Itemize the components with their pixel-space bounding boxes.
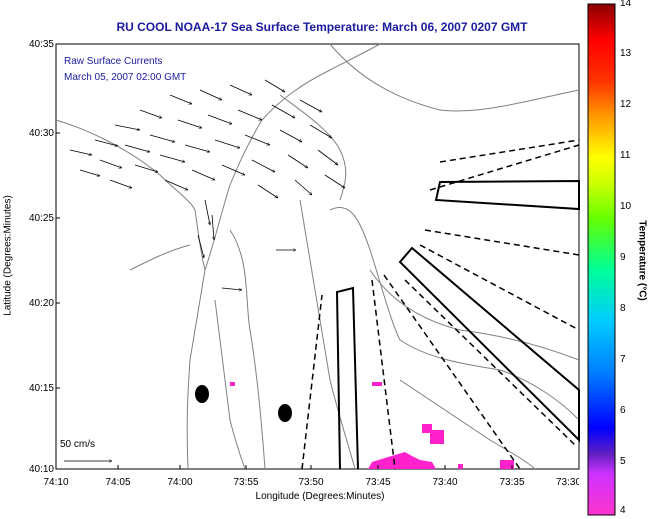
- vector-scale-label: 50 cm/s: [60, 439, 96, 450]
- y-tick-label: 40:20: [28, 298, 54, 309]
- colorbar-tick: 8: [620, 303, 626, 314]
- legend-line-2: March 05, 2007 02:00 GMT: [64, 72, 187, 83]
- colorbar-tick: 6: [620, 405, 626, 416]
- x-tick-label: 73:55: [233, 477, 259, 488]
- colorbar-tick: 12: [620, 99, 632, 110]
- y-tick-label: 40:30: [28, 128, 54, 139]
- current-vectors: [64, 79, 345, 461]
- lane-boxes: [335, 179, 580, 470]
- colorbar-tick: 10: [620, 201, 632, 212]
- x-axis-label: Longitude (Degrees:Minutes): [255, 491, 385, 502]
- x-tick-label: 73:30: [556, 477, 579, 488]
- colorbar-tick: 13: [620, 48, 632, 59]
- y-tick-label: 40:25: [28, 213, 54, 224]
- x-tick-label: 73:45: [365, 477, 391, 488]
- x-tick-label: 74:10: [43, 477, 69, 488]
- x-tick-label: 73:40: [432, 477, 458, 488]
- x-tick-label: 74:05: [105, 477, 131, 488]
- x-tick-label: 73:35: [499, 477, 525, 488]
- colorbar-tick: 7: [620, 354, 626, 365]
- colorbar-tick: 9: [620, 252, 626, 263]
- lane-dashes: [301, 139, 580, 470]
- y-tick-label: 40:10: [28, 464, 54, 475]
- y-tick-label: 40:15: [28, 383, 54, 394]
- legend-line-1: Raw Surface Currents: [64, 56, 163, 67]
- sst-patches: [230, 382, 514, 469]
- colorbar-tick: 4: [620, 505, 626, 516]
- y-tick-label: 40:35: [28, 39, 54, 50]
- coastline: [55, 43, 580, 470]
- axis-ticks: [55, 43, 513, 470]
- station-marker: [278, 404, 292, 422]
- colorbar-tick: 14: [620, 0, 632, 9]
- station-marker: [195, 385, 209, 403]
- x-tick-label: 73:50: [298, 477, 324, 488]
- map-title: RU COOL NOAA-17 Sea Surface Temperature:…: [116, 20, 528, 34]
- x-tick-label: 74:00: [167, 477, 193, 488]
- map-frame: [55, 43, 580, 470]
- colorbar: [587, 3, 616, 516]
- colorbar-tick: 5: [620, 456, 626, 467]
- colorbar-tick: 11: [620, 150, 631, 161]
